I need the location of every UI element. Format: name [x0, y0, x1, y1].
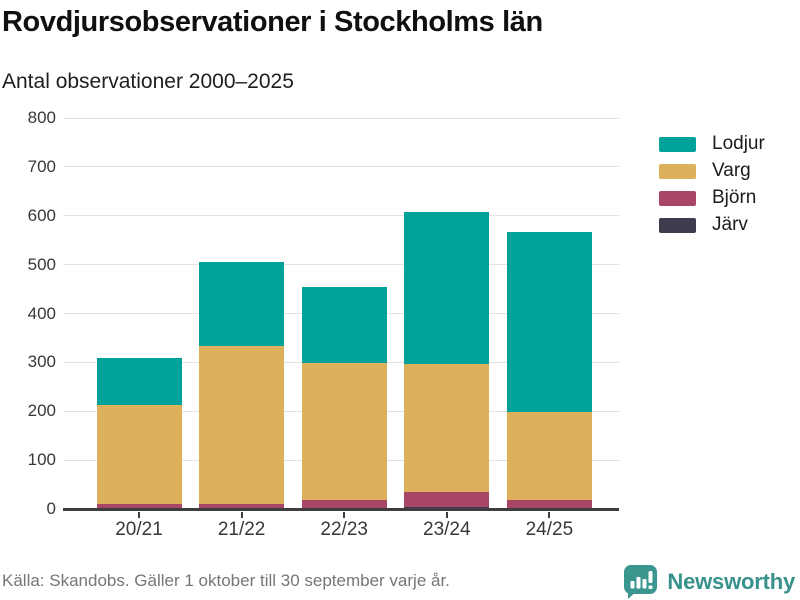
bar-segment-varg-24-25 — [506, 411, 592, 501]
y-tick-label-800: 800 — [27, 108, 56, 127]
x-tick-22-23 — [343, 512, 346, 518]
y-tick-label-300: 300 — [27, 352, 56, 372]
bar-segment-björn-24-25 — [506, 500, 592, 508]
y-tick-label-500: 500 — [27, 254, 56, 274]
x-tick-23-24 — [445, 512, 448, 518]
bar-segment-järv-21-22 — [199, 507, 285, 509]
brand-name: Newsworthy — [667, 569, 795, 594]
plot-area — [63, 117, 619, 511]
x-tick-label-22-23: 22/23 — [320, 519, 368, 540]
brand-logo: Newsworthy — [623, 564, 795, 600]
x-tick-label-20-21: 20/21 — [115, 519, 163, 540]
bar-segment-björn-22-23 — [301, 500, 387, 508]
x-tick-24-25 — [548, 512, 551, 518]
bar-segment-varg-21-22 — [199, 346, 285, 505]
bar-segment-björn-21-22 — [199, 504, 285, 508]
legend-item-lodjur: Lodjur — [659, 133, 765, 154]
gridline-700 — [63, 166, 619, 168]
gridline-600 — [63, 215, 619, 217]
legend-label-lodjur: Lodjur — [712, 133, 765, 154]
x-axis-line — [63, 508, 619, 511]
bar-segment-lodjur-23-24 — [404, 211, 490, 364]
bar-segment-varg-20-21 — [96, 405, 182, 504]
legend-item-varg: Varg — [659, 160, 765, 181]
bar-22-23 — [301, 118, 387, 509]
x-tick-20-21 — [138, 512, 140, 518]
bar-segment-björn-20-21 — [96, 503, 182, 508]
y-tick-label-700: 700 — [27, 156, 56, 176]
bar-23-24 — [404, 118, 490, 509]
x-tick-label-23-24: 23/24 — [423, 519, 471, 540]
bar-20-21 — [96, 118, 182, 509]
bar-segment-lodjur-21-22 — [199, 262, 285, 347]
bar-segment-björn-23-24 — [404, 492, 490, 508]
bar-segment-varg-22-23 — [301, 363, 387, 501]
y-tick-label-200: 200 — [27, 401, 56, 421]
x-tick-21-22 — [240, 512, 243, 518]
bar-segment-järv-23-24 — [404, 507, 490, 509]
bar-21-22 — [199, 118, 285, 509]
bar-segment-lodjur-20-21 — [96, 357, 182, 406]
bar-segment-lodjur-24-25 — [506, 231, 592, 412]
gridline-800 — [63, 117, 619, 119]
y-tick-label-600: 600 — [27, 205, 56, 225]
y-tick-label-100: 100 — [27, 450, 56, 470]
bar-segment-varg-23-24 — [404, 363, 490, 493]
legend-swatch-varg — [659, 163, 696, 179]
legend-label-varg: Varg — [712, 160, 751, 181]
legend-label-järv: Järv — [712, 214, 748, 235]
legend-swatch-björn — [659, 190, 696, 206]
legend-swatch-lodjur — [659, 136, 696, 152]
gridline-500 — [63, 264, 619, 266]
bar-segment-lodjur-22-23 — [301, 286, 387, 364]
chart-subtitle: Antal observationer 2000–2025 — [2, 70, 294, 93]
legend-label-björn: Björn — [712, 187, 757, 208]
newsworthy-icon — [624, 565, 658, 599]
bar-segment-järv-20-21 — [96, 507, 182, 509]
source-note: Källa: Skandobs. Gäller 1 oktober till 3… — [2, 571, 450, 590]
x-tick-label-24-25: 24/25 — [525, 519, 574, 540]
bar-24-25 — [506, 118, 592, 509]
legend: Lodjur Varg Björn Järv — [659, 133, 765, 244]
y-tick-label-400: 400 — [27, 303, 56, 323]
y-tick-label-0: 0 — [46, 499, 56, 518]
page-title: Rovdjursobservationer i Stockholms län — [2, 6, 543, 38]
legend-swatch-järv — [659, 217, 696, 233]
legend-item-järv: Järv — [659, 214, 765, 235]
bar-segment-järv-24-25 — [506, 507, 592, 509]
x-tick-label-21-22: 21/22 — [217, 519, 266, 540]
bar-segment-järv-22-23 — [301, 507, 387, 509]
legend-item-björn: Björn — [659, 187, 765, 208]
